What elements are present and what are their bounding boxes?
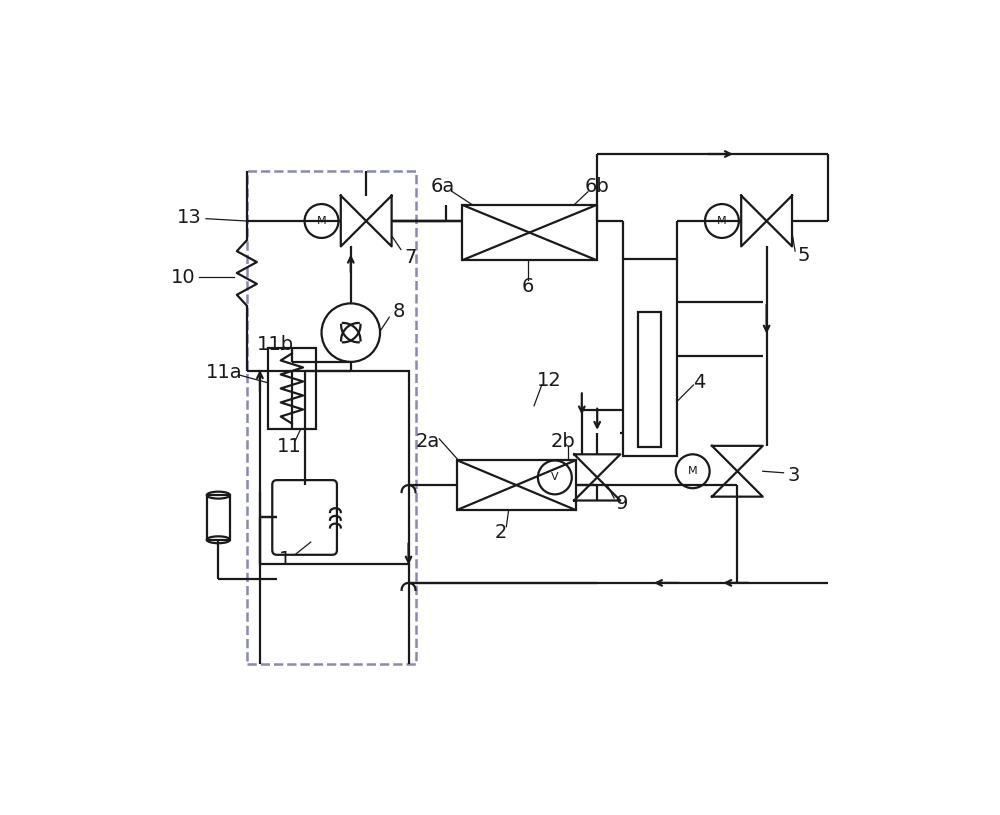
Text: M: M [317, 216, 326, 226]
Text: 4: 4 [693, 373, 705, 392]
Text: 11: 11 [277, 437, 302, 456]
Text: 11a: 11a [205, 363, 242, 382]
Text: 2b: 2b [550, 433, 575, 452]
Text: 6: 6 [522, 277, 534, 296]
Text: 2a: 2a [416, 433, 440, 452]
Text: 8: 8 [392, 302, 405, 320]
Bar [247, 171, 416, 663]
Bar [207, 496, 230, 540]
Text: M: M [688, 466, 697, 476]
Text: 2: 2 [495, 523, 507, 542]
Text: 11b: 11b [257, 335, 294, 354]
Bar [623, 259, 677, 456]
Text: 6b: 6b [585, 177, 610, 196]
Text: 9: 9 [616, 494, 628, 513]
Text: 12: 12 [537, 371, 562, 390]
Bar [638, 312, 661, 447]
Text: 5: 5 [797, 246, 810, 265]
Text: 13: 13 [177, 208, 201, 227]
Text: 10: 10 [171, 267, 195, 287]
Text: V: V [551, 473, 559, 482]
Text: M: M [717, 216, 727, 226]
Text: 3: 3 [787, 465, 800, 485]
Bar [260, 371, 409, 564]
Text: 6a: 6a [431, 177, 455, 196]
Text: 7: 7 [405, 248, 417, 267]
Text: 1: 1 [279, 550, 292, 570]
Bar [268, 348, 316, 429]
Bar [457, 460, 576, 510]
Bar [462, 205, 597, 260]
